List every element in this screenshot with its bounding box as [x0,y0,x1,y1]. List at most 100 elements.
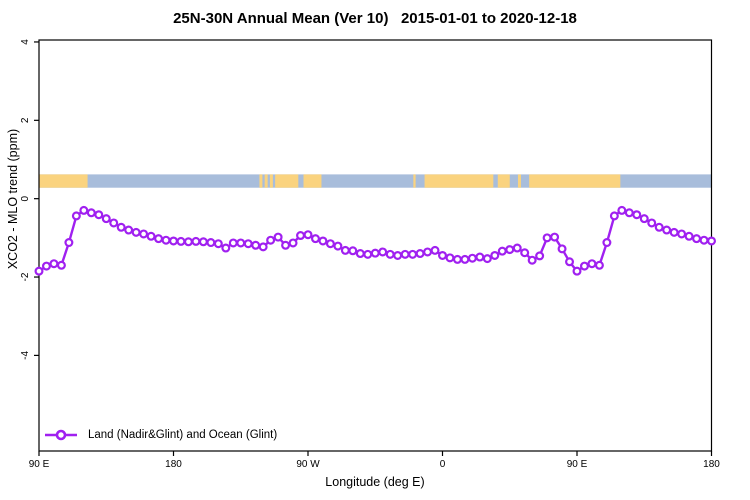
land-segment [517,174,521,188]
data-point-marker [609,211,619,221]
legend: Land (Nadir&Glint) and Ocean (Glint) [44,429,277,441]
data-point-marker [565,257,575,267]
data-point-marker [161,235,171,245]
data-point-marker [624,208,634,218]
data-point-marker [183,237,193,247]
data-point-marker [94,210,104,220]
data-point-marker [340,245,350,255]
data-point-marker [221,243,231,253]
data-point-marker [662,225,672,235]
legend-marker-icon [45,429,77,441]
data-point-marker [699,235,709,245]
data-point-marker [266,235,276,245]
data-point-marker [475,252,485,262]
data-point-marker [213,239,223,249]
data-point-marker [124,225,134,235]
data-point-marker [169,236,179,246]
data-point-marker [131,227,141,237]
data-point-marker [79,205,89,215]
land-segment [413,174,416,188]
data-point-marker [408,249,418,259]
data-point-marker [288,238,298,248]
data-point-marker [467,253,477,263]
data-point-marker [41,261,51,271]
land-segment [264,174,268,188]
data-point-marker [639,214,649,224]
land-segment [424,174,494,188]
data-point-marker [236,238,246,248]
data-point-marker [632,210,642,220]
data-point-marker [310,234,320,244]
data-point-marker [557,244,567,254]
data-point-marker [594,260,604,270]
land-segment [269,174,273,188]
data-point-marker [101,214,111,224]
data-point-marker [325,239,335,249]
data-point-marker [363,249,373,259]
y-tick-label: 0 [20,195,31,201]
x-tick-label: 0 [440,459,446,470]
x-tick-label: 90 E [29,459,50,470]
data-point-marker [520,248,530,258]
data-point-marker [176,236,186,246]
data-point-marker [647,218,657,228]
legend-label: Land (Nadir&Glint) and Ocean (Glint) [88,429,278,441]
x-tick-label: 90 W [296,459,320,470]
x-tick-label: 180 [703,459,720,470]
data-point-marker [706,236,716,246]
data-point-marker [243,239,253,249]
data-point-marker [385,249,395,259]
data-point-marker [318,236,328,246]
data-point-marker [191,236,201,246]
data-point-marker [64,238,74,248]
data-point-marker [497,246,507,256]
land-segment [259,174,263,188]
data-point-marker [452,254,462,264]
data-point-marker [692,234,702,244]
data-point-marker [370,248,380,258]
plot-frame [38,39,713,452]
chart-title: 25N-30N Annual Mean (Ver 10) 2015-01-01 … [173,10,577,27]
y-tick-label: -4 [20,351,31,360]
data-point-marker [355,249,365,259]
data-point-marker [527,255,537,265]
data-point-marker [542,233,552,243]
y-axis-title: XCO2 - MLO trend (ppm) [6,128,20,270]
data-point-marker [303,230,313,240]
data-point-marker [56,260,66,270]
data-point-marker [198,237,208,247]
y-tick-label: -2 [20,272,31,281]
data-point-marker [415,249,425,259]
x-tick-label: 90 E [567,459,588,470]
data-point-marker [490,250,500,260]
y-tick-label: 4 [20,39,31,45]
data-point-marker [333,241,343,251]
data-point-marker [378,247,388,257]
data-point-marker [206,238,216,248]
data-point-marker [258,242,268,252]
data-point-marker [505,245,515,255]
data-point-marker [109,218,119,228]
data-point-marker [669,227,679,237]
land-segment [39,174,88,188]
data-point-marker [445,253,455,263]
data-point-marker [393,250,403,260]
data-point-marker [579,261,589,271]
data-point-marker [602,238,612,248]
land-segment [529,174,621,188]
data-point-marker [587,259,597,269]
data-point-marker [273,232,283,242]
data-point-marker [116,222,126,232]
data-point-marker [677,229,687,239]
data-point-marker [512,243,522,253]
y-tick-label: 2 [20,117,31,123]
data-point-marker [86,208,96,218]
land-segment [497,174,510,188]
data-point-marker [146,231,156,241]
data-point-marker [572,266,582,276]
data-point-marker [684,231,694,241]
data-point-marker [430,245,440,255]
data-point-marker [550,232,560,242]
